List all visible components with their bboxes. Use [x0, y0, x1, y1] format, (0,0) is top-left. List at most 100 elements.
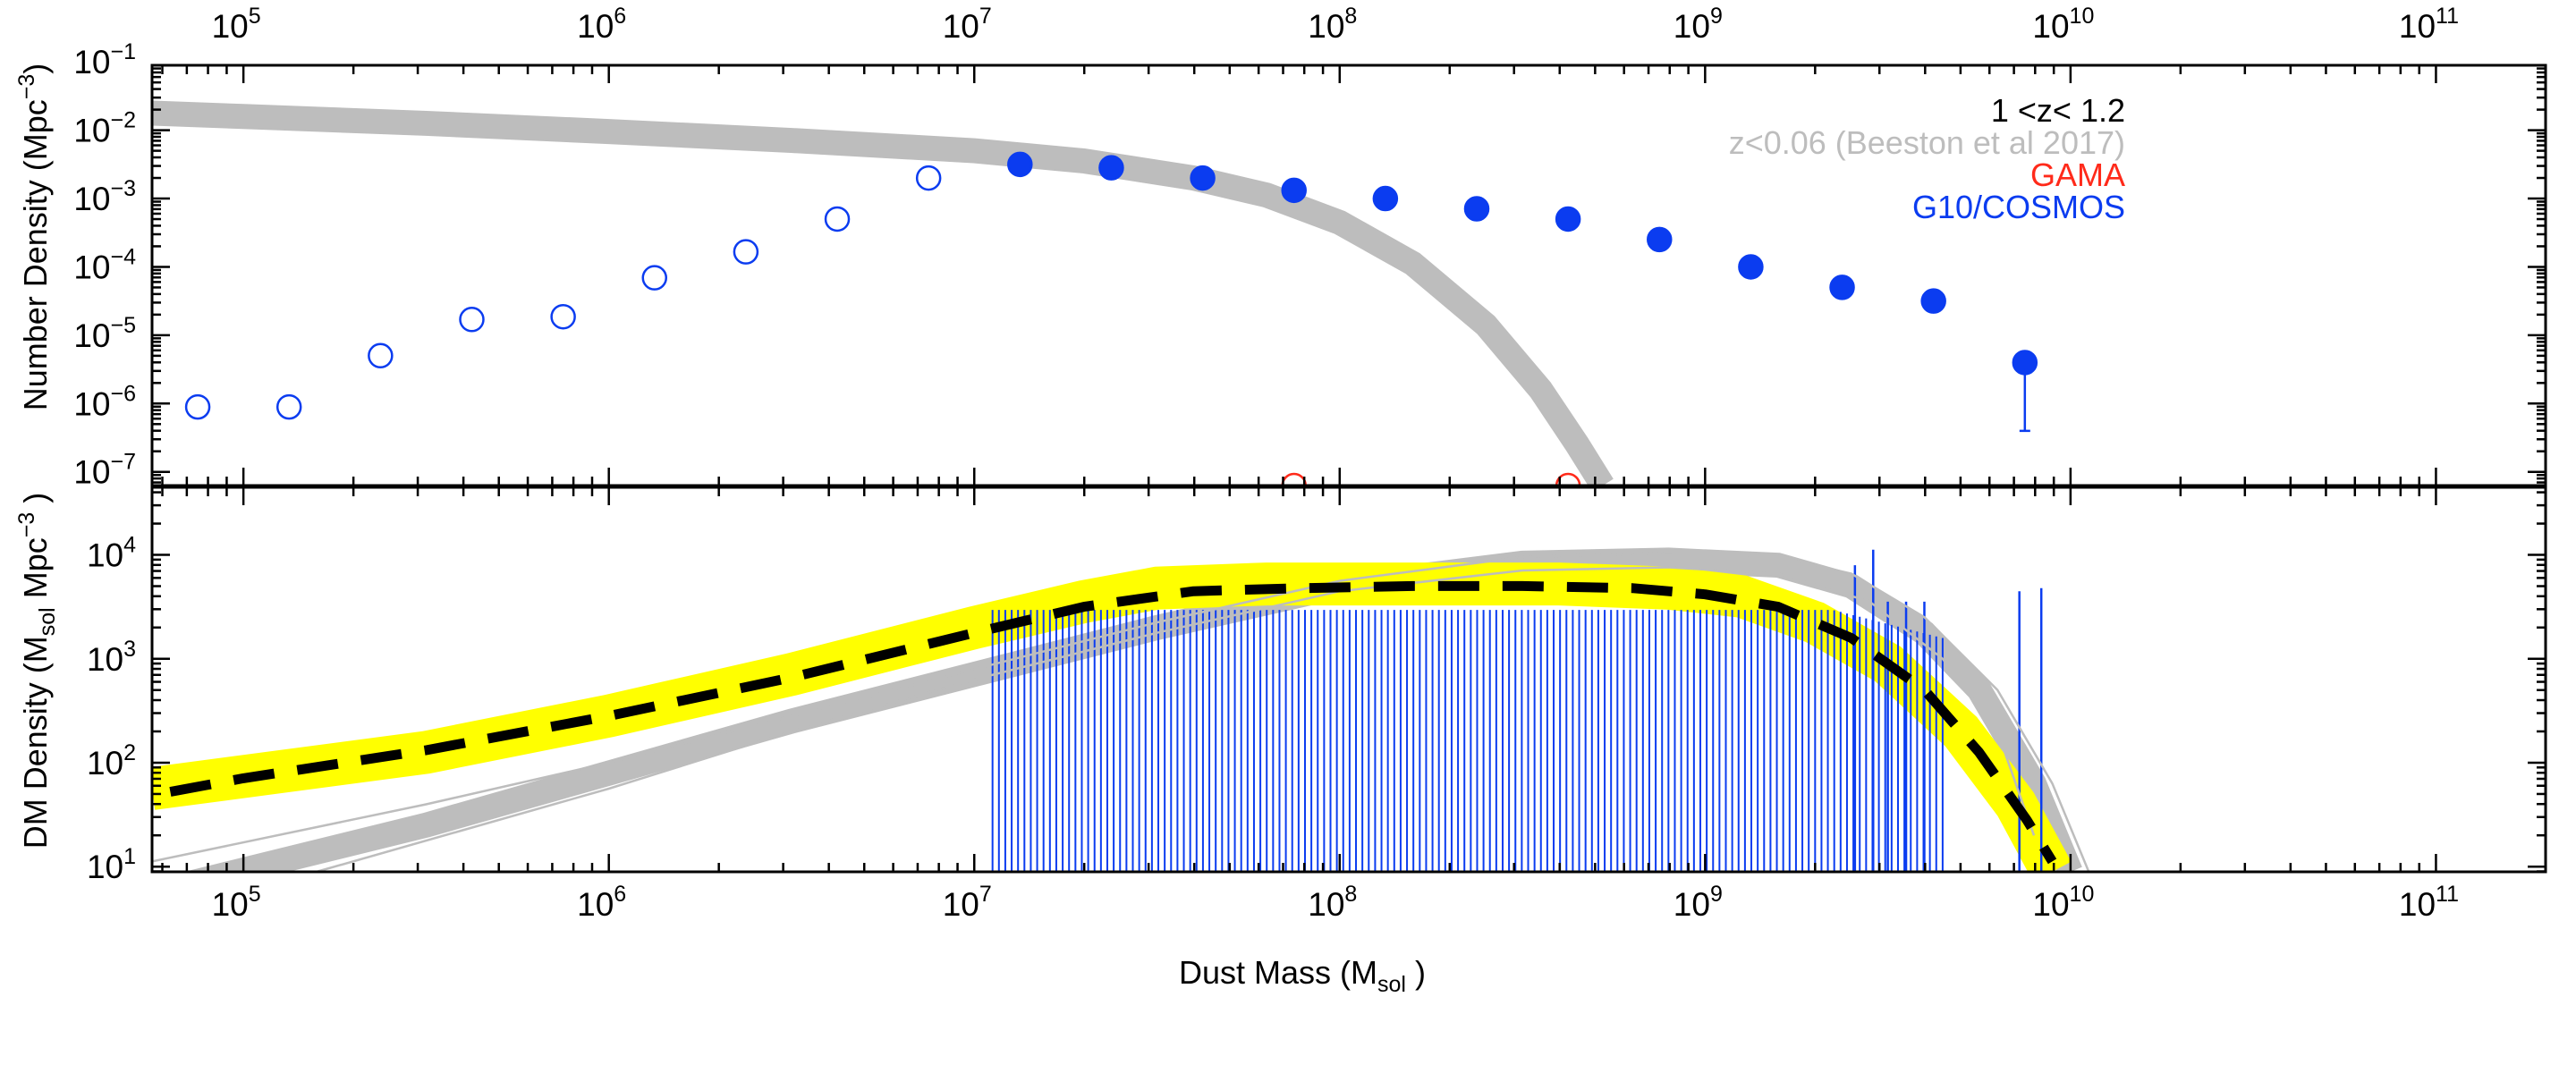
- bottom-y-axis-title-mid: Mpc: [17, 537, 54, 607]
- tick-label-exponent: 11: [2436, 882, 2459, 907]
- top-plot-area: [152, 100, 2038, 486]
- best-fit-dashed-line: [169, 580, 2057, 865]
- top-axis-x-tick-labels: 105 106 107 108 109 1010 1011: [212, 4, 2459, 45]
- top-y-axis-title-main: Number Density (Mpc: [17, 99, 54, 410]
- data-point-open: [733, 239, 759, 265]
- tick-label-base: 10: [1674, 886, 1710, 923]
- tick-label-exponent: 10: [2070, 882, 2095, 907]
- uncertainty-band-yellow: [152, 562, 2072, 872]
- tick-label-exponent: 11: [2436, 4, 2459, 29]
- x-tick-label-bottom: 1010: [2032, 882, 2094, 923]
- tick-label-base: 10: [1308, 886, 1344, 923]
- x-tick-label-top: 107: [943, 4, 992, 45]
- tick-label-exponent: −1: [110, 39, 136, 64]
- x-axis-title: Dust Mass (Msol ): [1179, 954, 1426, 997]
- x-axis-title-main: Dust Mass (M: [1179, 954, 1377, 991]
- data-point-filled: [1463, 196, 1490, 222]
- y-tick-label-top: 10−1: [73, 39, 136, 80]
- x-tick-label-bottom: 109: [1674, 882, 1723, 923]
- x-tick-label-bottom: 106: [577, 882, 626, 923]
- y-tick-label-top: 10−4: [73, 244, 136, 285]
- bottom-y-axis-title-main: DM Density (M: [17, 636, 54, 849]
- tick-label-base: 10: [73, 454, 110, 491]
- tick-label-exponent: 8: [1344, 882, 1357, 907]
- top-panel-y-tick-labels: 10−710−610−510−410−310−210−1: [73, 39, 136, 491]
- tick-label-base: 10: [73, 181, 110, 217]
- data-point-open: [1281, 472, 1307, 486]
- tick-label-base: 10: [943, 8, 979, 45]
- data-point-filled: [1190, 165, 1216, 191]
- bottom-y-axis-title: DM Density (Msol Mpc−3 ): [14, 493, 60, 849]
- tick-label-exponent: −5: [110, 313, 136, 338]
- data-point-open: [459, 307, 485, 333]
- tick-label-exponent: 1: [123, 844, 136, 869]
- tick-label-base: 10: [73, 113, 110, 149]
- tick-label-base: 10: [212, 886, 249, 923]
- data-point-open: [184, 393, 211, 420]
- y-tick-label-top: 10−3: [73, 176, 136, 217]
- beeston-band-bottom: [183, 547, 2082, 872]
- y-tick-label-top: 10−7: [73, 450, 136, 491]
- data-point-open: [550, 303, 576, 330]
- tick-label-exponent: 7: [979, 882, 992, 907]
- data-point-filled: [1920, 288, 1946, 314]
- data-point-open: [368, 342, 394, 369]
- tick-label-base: 10: [1674, 8, 1710, 45]
- x-tick-label-bottom: 107: [943, 882, 992, 923]
- x-tick-label-top: 1011: [2399, 4, 2459, 45]
- x-tick-label-bottom: 105: [212, 882, 261, 923]
- tick-label-base: 10: [73, 249, 110, 285]
- top-y-axis-title: Number Density (Mpc−3): [14, 63, 54, 411]
- data-point-open: [1555, 472, 1581, 486]
- top-y-axis-title-end: ): [17, 63, 54, 74]
- tick-label-base: 10: [2032, 8, 2069, 45]
- tick-label-exponent: −4: [110, 244, 136, 269]
- tick-label-exponent: 9: [1710, 882, 1723, 907]
- legend-entry-g10-cosmos: G10/COSMOS: [1912, 189, 2125, 225]
- tick-label-exponent: 5: [249, 4, 261, 29]
- x-tick-label-top: 106: [577, 4, 626, 45]
- data-point-open: [824, 206, 851, 232]
- data-point-filled: [1829, 275, 1855, 300]
- bottom-y-axis-title-sub: sol: [35, 607, 60, 636]
- data-point-filled: [1738, 254, 1764, 280]
- legend: 1 <z< 1.2 z<0.06 (Beeston et al 2017) GA…: [1729, 92, 2125, 225]
- y-tick-label-bottom: 101: [87, 844, 136, 885]
- top-panel-frame: [150, 63, 2547, 487]
- data-point-filled: [1281, 177, 1307, 204]
- data-point-open: [641, 265, 668, 291]
- bottom-panel-frame: [150, 486, 2547, 874]
- bottom-plot-area: [152, 547, 2090, 872]
- tick-label-exponent: 4: [123, 533, 136, 558]
- tick-label-base: 10: [73, 44, 110, 80]
- x-axis-title-sub: sol: [1377, 972, 1406, 997]
- tick-label-exponent: 3: [123, 637, 136, 662]
- data-point-filled: [1372, 185, 1399, 212]
- tick-label-exponent: 2: [123, 740, 136, 765]
- tick-label-base: 10: [2399, 8, 2436, 45]
- tick-label-base: 10: [2399, 886, 2436, 923]
- y-tick-label-bottom: 104: [87, 533, 136, 574]
- y-tick-label-bottom: 102: [87, 740, 136, 782]
- legend-entry-gama: GAMA: [2030, 156, 2125, 193]
- x-tick-label-top: 1010: [2032, 4, 2094, 45]
- tick-label-base: 10: [577, 8, 614, 45]
- tick-label-exponent: −7: [110, 450, 136, 475]
- bottom-panel-ticks: [152, 487, 2546, 873]
- tick-label-base: 10: [87, 537, 123, 574]
- x-tick-label-bottom: 1011: [2399, 882, 2459, 923]
- tick-label-base: 10: [87, 745, 123, 782]
- data-point-open: [275, 393, 302, 420]
- tick-label-base: 10: [577, 886, 614, 923]
- x-tick-label-top: 105: [212, 4, 261, 45]
- bottom-y-axis-title-sup: −3: [14, 512, 39, 538]
- y-tick-label-bottom: 103: [87, 637, 136, 678]
- beeston-band-top: [152, 100, 1614, 486]
- x-axis-title-end: ): [1406, 954, 1426, 991]
- bottom-axis-x-tick-labels: 105 106 107 108 109 1010 1011: [212, 882, 2459, 923]
- tick-label-base: 10: [2032, 886, 2069, 923]
